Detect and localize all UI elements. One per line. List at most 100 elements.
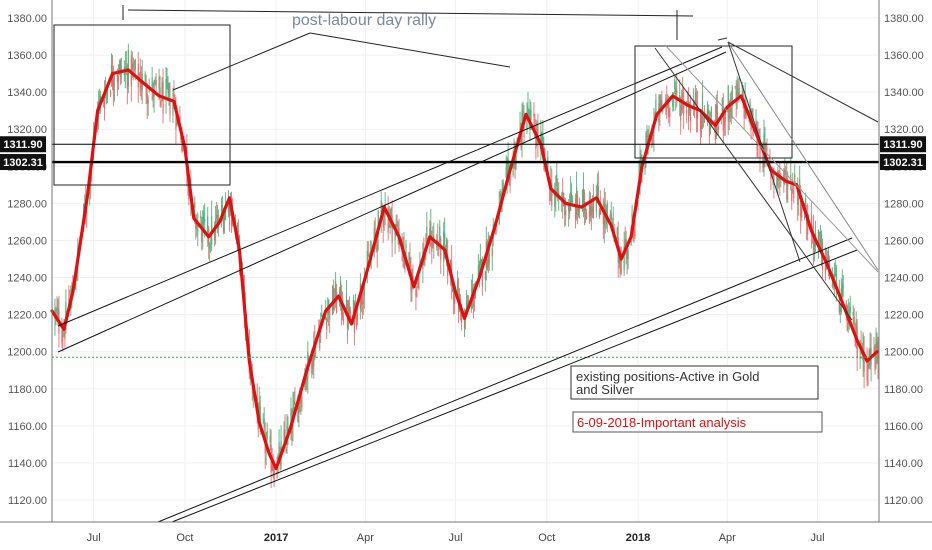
candle-body xyxy=(290,407,292,433)
candle-body xyxy=(355,312,358,327)
candle-body xyxy=(119,60,122,77)
candle-body xyxy=(681,98,683,111)
x-tick-label: Jul xyxy=(87,532,101,544)
lower-channel-line xyxy=(157,237,853,523)
candle-body xyxy=(269,436,271,443)
candle-body xyxy=(453,291,456,304)
candle-body xyxy=(596,183,598,199)
candle-body xyxy=(329,307,331,320)
candle-body xyxy=(723,115,725,127)
y-tick-label-right: 1240.00 xyxy=(884,273,924,285)
candle-body xyxy=(839,308,841,312)
candle-body xyxy=(819,239,822,243)
candle-body xyxy=(145,82,147,96)
candle-body xyxy=(542,136,544,151)
candle-body xyxy=(810,215,813,233)
candle-body xyxy=(117,76,120,81)
candle-body xyxy=(349,316,352,318)
moving-average-layer xyxy=(50,68,879,471)
candle-body xyxy=(784,169,786,173)
candle-body xyxy=(852,311,854,316)
y-tick-label-left: 1220.00 xyxy=(7,310,47,322)
y-tick-label-right: 1360.00 xyxy=(884,50,924,62)
candle-body xyxy=(554,194,556,207)
candle-body xyxy=(585,212,588,219)
candle-body xyxy=(112,71,115,90)
candle-body xyxy=(363,284,365,296)
candle-body xyxy=(769,155,771,163)
candle-body xyxy=(491,248,493,257)
y-tick-label-left: 1240.00 xyxy=(7,273,47,285)
candle-body xyxy=(551,184,553,206)
candle-body xyxy=(502,182,504,195)
candle-body xyxy=(666,99,668,112)
candle-body xyxy=(612,218,614,220)
candle-body xyxy=(501,188,503,198)
candle-body xyxy=(526,119,528,132)
candle-body xyxy=(569,202,571,214)
candle-body xyxy=(311,350,313,374)
candle-body xyxy=(618,252,620,264)
upper-channel-line xyxy=(57,46,723,327)
candle-body xyxy=(834,273,836,277)
candle-body xyxy=(727,86,729,121)
candle-body xyxy=(360,295,362,304)
candle-body xyxy=(283,430,285,440)
candle-body xyxy=(223,215,226,221)
candle-body xyxy=(549,183,551,201)
candle-body xyxy=(197,221,199,232)
candle-body xyxy=(582,188,585,203)
candle-body xyxy=(61,330,63,343)
candle-body xyxy=(446,238,448,258)
candle-body xyxy=(570,192,572,211)
candle-body xyxy=(873,346,875,354)
candle-body xyxy=(338,291,341,298)
candle-body xyxy=(668,99,670,118)
candle-body xyxy=(515,153,517,166)
candle-body xyxy=(780,174,782,177)
candle-body xyxy=(266,431,268,440)
fan-line xyxy=(727,41,801,263)
candle-body xyxy=(571,194,573,202)
trendline-drawings xyxy=(52,5,879,523)
candle-body xyxy=(606,202,608,216)
candle-body xyxy=(382,219,384,227)
price-badge-left xyxy=(0,136,46,153)
rally-pointer-line xyxy=(309,32,511,68)
candle-body xyxy=(764,143,766,155)
candle-body xyxy=(735,90,737,103)
candle-body xyxy=(202,216,204,236)
candle-body xyxy=(300,395,302,404)
y-tick-label-left: 1180.00 xyxy=(8,384,47,396)
candle-body xyxy=(395,223,397,230)
candle-body xyxy=(707,110,710,114)
candle-body xyxy=(346,312,349,328)
candle-body xyxy=(736,83,738,98)
candle-body xyxy=(126,69,128,89)
candle-body xyxy=(623,246,625,271)
candle-body xyxy=(158,76,160,89)
candle-body xyxy=(109,91,112,96)
candle-body xyxy=(376,231,378,252)
candle-body xyxy=(453,289,455,302)
candle-body xyxy=(301,396,303,408)
candle-body xyxy=(717,126,719,130)
candle-body xyxy=(154,80,156,82)
candle-body xyxy=(383,213,385,220)
candle-body xyxy=(134,59,136,70)
annotation-positions-line: existing positions-Active in Gold xyxy=(576,369,760,384)
candle-body xyxy=(626,249,628,259)
candle-body xyxy=(367,254,369,257)
y-tick-label-left: 1280.00 xyxy=(7,198,47,210)
candle-body xyxy=(194,202,196,209)
candle-body xyxy=(440,238,442,260)
candle-body xyxy=(75,282,77,290)
candle-body xyxy=(581,191,584,212)
candle-body xyxy=(817,230,820,247)
candle-body xyxy=(356,313,359,320)
y-tick-label-right: 1220.00 xyxy=(884,310,924,322)
candle-body xyxy=(396,224,398,227)
y-tick-label-left: 1340.00 xyxy=(7,87,47,99)
candle-body xyxy=(820,233,823,250)
candle-body xyxy=(116,73,119,83)
